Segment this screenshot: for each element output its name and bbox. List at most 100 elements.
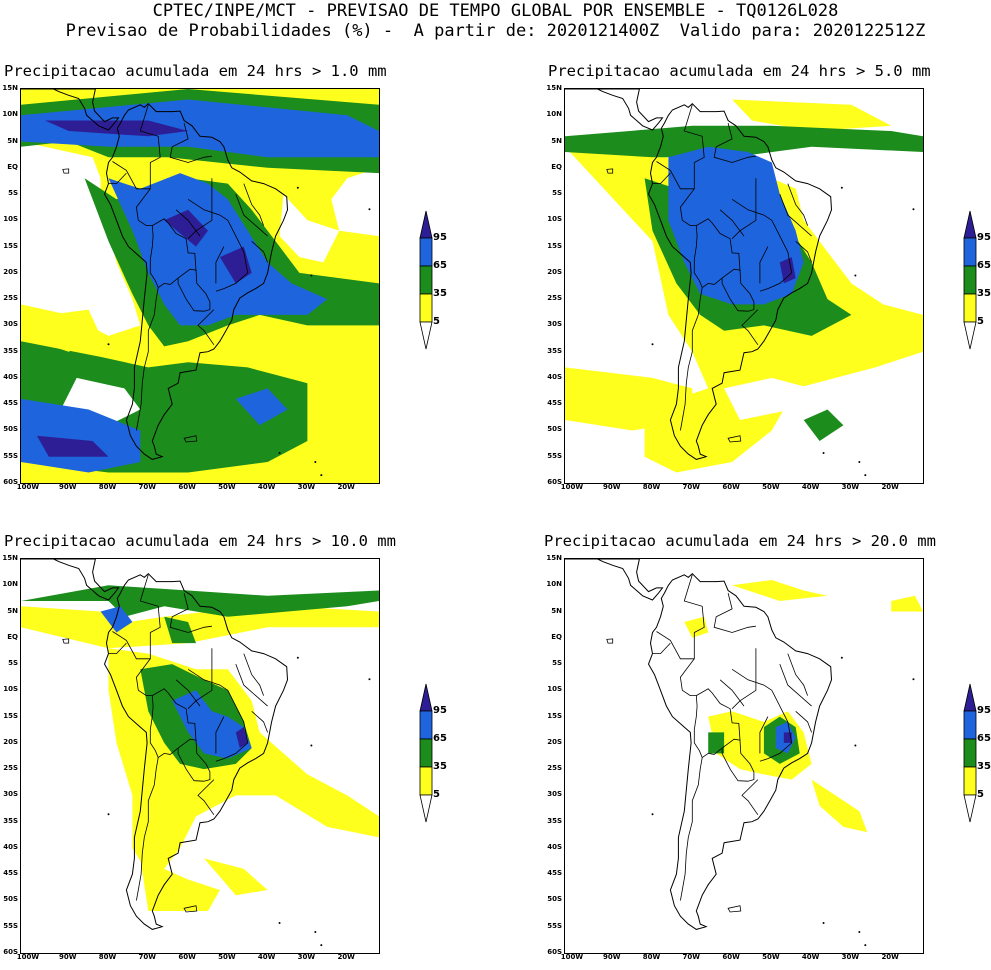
country-border	[152, 218, 197, 288]
lat-tick-label: 20S	[3, 737, 18, 746]
lon-tick-label: 30W	[841, 483, 860, 491]
legend-label: 95	[433, 232, 447, 243]
lon-tick-label: 20W	[881, 953, 899, 961]
island	[606, 168, 614, 174]
lat-tick-label: 45S	[547, 399, 562, 408]
country-border	[759, 220, 793, 292]
lon-tick-label: 30W	[297, 483, 316, 491]
south-america-coastline	[103, 103, 289, 460]
country-border	[731, 178, 757, 239]
lon-tick-label: 80W	[98, 953, 117, 961]
lat-tick-label: 25S	[547, 764, 562, 773]
lat-tick-label: 15N	[2, 554, 18, 562]
lat-tick-label: 5S	[552, 189, 562, 198]
island-dot	[912, 678, 915, 681]
lat-tick-label: 40S	[547, 842, 562, 851]
legend-bottom-arrow	[963, 794, 977, 823]
country-border	[187, 668, 229, 691]
legend-colorbar	[419, 210, 433, 350]
country-border	[169, 123, 212, 163]
lon-tick-label: 20W	[881, 483, 899, 491]
legend-label: 5	[977, 316, 984, 327]
no-probability-area	[331, 167, 379, 237]
legend-swatch-blue	[963, 710, 977, 740]
island-dot	[278, 452, 281, 455]
lat-tick-label: 5S	[8, 659, 18, 668]
probability-area-yellow	[36, 309, 101, 352]
legend-swatch-green	[419, 265, 433, 295]
lat-tick-label: 5N	[551, 606, 562, 615]
country-border	[215, 690, 249, 762]
figure-subtitle: Previsao de Probabilidades (%) - A parti…	[65, 21, 926, 41]
lat-tick-label: 50S	[3, 425, 18, 434]
probability-area-navy	[235, 727, 248, 749]
island-dot	[296, 656, 299, 659]
island-dot	[822, 922, 825, 925]
south-america-coastline	[103, 573, 289, 930]
country-border	[112, 104, 161, 190]
country-border	[713, 593, 756, 633]
lon-tick-label: 80W	[642, 953, 661, 961]
probability-area-green	[803, 409, 844, 441]
probability-area-navy	[219, 246, 252, 284]
island	[62, 638, 70, 644]
island-dot	[822, 452, 825, 455]
island-dot	[651, 813, 654, 816]
probability-area-navy	[164, 209, 208, 247]
lat-tick-label: 60S	[3, 948, 18, 956]
country-border	[215, 716, 225, 754]
panel-4-title: Precipitacao acumulada em 24 hrs > 20.0 …	[544, 532, 936, 550]
lon-tick-label: 30W	[841, 953, 860, 961]
lat-tick-label: 35S	[547, 816, 562, 825]
lat-tick-label: 20S	[547, 267, 562, 276]
probability-area-yellow	[732, 99, 892, 131]
lon-tick-label: 100W	[560, 483, 584, 491]
lon-tick-label: 40W	[257, 953, 276, 961]
country-border	[779, 193, 812, 237]
map-frame	[564, 88, 924, 484]
lat-tick-label: 15N	[546, 554, 562, 562]
probability-area-navy	[44, 120, 189, 137]
lon-tick-label: 60W	[722, 483, 740, 491]
lat-tick-label: 20S	[547, 737, 562, 746]
lon-tick-label: 50W	[762, 483, 780, 491]
lat-tick-label: 10S	[547, 685, 562, 694]
lon-tick-label: 100W	[560, 953, 584, 961]
lat-tick-label: EQ	[551, 632, 562, 641]
island-dot	[858, 460, 861, 463]
probability-area-blue	[235, 388, 288, 426]
island-dot	[278, 922, 281, 925]
lat-tick-label: 5N	[551, 136, 562, 145]
island-dot	[864, 944, 867, 947]
lon-tick-label: 70W	[682, 483, 701, 491]
legend-swatch-green	[419, 738, 433, 768]
country-border	[135, 658, 159, 901]
island-dot	[107, 343, 110, 346]
panel-1-title: Precipitacao acumulada em 24 hrs > 1.0 m…	[4, 62, 387, 80]
lat-tick-label: 10N	[546, 110, 562, 119]
lat-tick-label: 15S	[3, 241, 18, 250]
map-frame	[20, 88, 380, 484]
legend-top-arrow	[963, 683, 977, 712]
lat-tick-label: 60S	[547, 478, 562, 486]
country-border	[759, 690, 793, 762]
island-dot	[107, 813, 110, 816]
south-america-coastline	[647, 103, 833, 460]
lat-tick-label: 15S	[547, 241, 562, 250]
panel-3-title: Precipitacao acumulada em 24 hrs > 10.0 …	[4, 532, 396, 550]
country-border	[652, 172, 671, 184]
country-border	[251, 241, 268, 263]
probability-area-yellow	[204, 858, 268, 896]
legend-label: 65	[977, 260, 991, 271]
legend-swatch-blue	[419, 237, 433, 267]
country-border	[135, 188, 159, 431]
lat-tick-label: 10N	[546, 580, 562, 589]
probability-field	[21, 89, 379, 483]
island-dot	[912, 208, 915, 211]
central-america-coastline	[565, 559, 664, 601]
island-dot	[320, 474, 323, 477]
legend-label: 5	[977, 789, 984, 800]
no-probability-area	[279, 194, 340, 263]
probability-field	[21, 559, 379, 947]
probability-area-navy	[783, 732, 792, 743]
